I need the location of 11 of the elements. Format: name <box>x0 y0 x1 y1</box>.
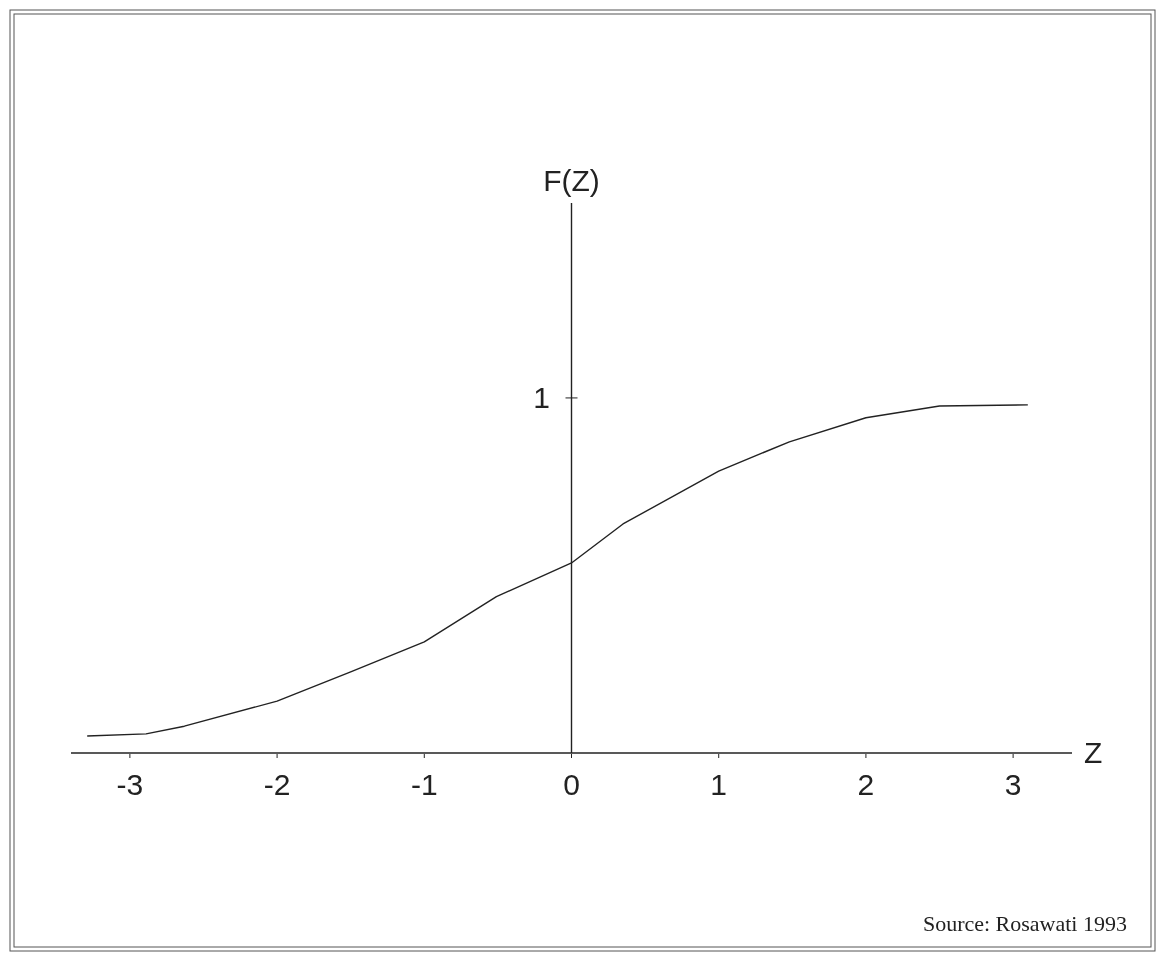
x-tick-label: -1 <box>410 768 438 801</box>
x-tick-label: 1 <box>710 768 728 801</box>
x-tick-label: 3 <box>1004 768 1022 801</box>
annotation: 1 <box>533 381 550 415</box>
x-axis-title: Z <box>1084 736 1103 769</box>
source-note: Source: Rosawati 1993 <box>922 911 1127 936</box>
x-tick-label: 2 <box>857 768 875 801</box>
x-tick-label: 0 <box>563 768 580 801</box>
x-tick-label: -2 <box>263 768 291 801</box>
x-tick-label: -3 <box>116 768 144 801</box>
text: F(Z) <box>543 164 600 197</box>
